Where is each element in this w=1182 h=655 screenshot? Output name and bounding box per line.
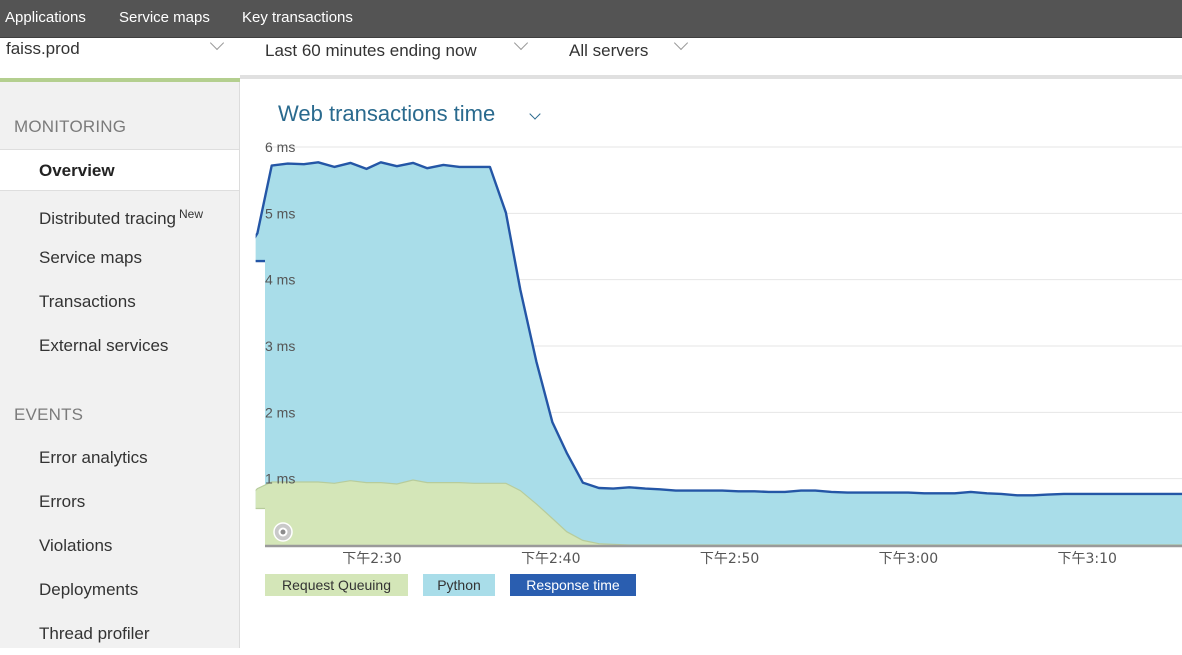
x-tick-label: 下午2:40 — [521, 551, 580, 567]
sidebar-item-errors[interactable]: Errors — [0, 481, 239, 523]
sidebar-item-transactions[interactable]: Transactions — [0, 281, 239, 323]
x-axis-ticks: 下午2:30 下午2:40 下午2:50 下午3:00 下午3:10 — [342, 551, 1117, 567]
legend-request-queuing[interactable]: Request Queuing — [265, 574, 408, 596]
x-tick-label: 下午3:10 — [1057, 551, 1116, 567]
sidebar-item-label: Distributed tracing — [39, 209, 177, 228]
python-area — [255, 162, 1182, 545]
legend-label: Python — [437, 577, 481, 593]
chart-lines — [255, 161, 1182, 548]
sidebar-item-deployments[interactable]: Deployments — [0, 569, 239, 611]
sidebar-item-distributed-tracing[interactable]: Distributed tracing New — [0, 193, 239, 235]
sidebar-item-thread-profiler[interactable]: Thread profiler — [0, 613, 239, 655]
sidebar-item-label: Errors — [39, 492, 86, 511]
sidebar-item-label: Thread profiler — [39, 624, 150, 643]
sidebar-item-label: Violations — [39, 536, 113, 555]
app-selector-label: faiss.prod — [6, 39, 80, 58]
sidebar-item-service-maps[interactable]: Service maps — [0, 237, 239, 279]
server-picker[interactable]: All servers — [569, 41, 648, 61]
chart-title[interactable]: Web transactions time — [278, 101, 496, 126]
sidebar-item-violations[interactable]: Violations — [0, 525, 239, 567]
filter-bar: Last 60 minutes ending now All servers — [240, 35, 1182, 79]
x-tick-label: 下午2:30 — [342, 551, 401, 567]
request-queuing-area — [255, 480, 1182, 545]
new-badge: New — [179, 207, 204, 221]
nav-applications[interactable]: Applications — [5, 9, 86, 26]
sidebar-item-label: Service maps — [39, 248, 142, 267]
y-axis-ticks: 1 ms 2 ms 3 ms 4 ms 5 ms 6 ms — [265, 139, 295, 487]
sidebar-item-overview[interactable]: Overview — [0, 149, 239, 191]
nav-key-transactions[interactable]: Key transactions — [242, 9, 353, 26]
chart-areas — [255, 162, 1182, 545]
eye-toggle-icon[interactable] — [273, 522, 293, 542]
y-tick-label: 2 ms — [265, 404, 295, 420]
x-tick-label: 下午3:00 — [879, 551, 938, 567]
server-picker-label: All servers — [569, 41, 649, 60]
response-time-line — [255, 161, 1182, 497]
y-tick-label: 5 ms — [265, 205, 295, 221]
y-tick-label: 1 ms — [265, 471, 295, 487]
sidebar-item-label: Deployments — [39, 580, 139, 599]
y-tick-label: 4 ms — [265, 272, 295, 288]
sidebar-item-label: External services — [39, 336, 169, 355]
legend-label: Response time — [526, 577, 620, 593]
legend-response-time[interactable]: Response time — [510, 574, 636, 596]
monitoring-heading: MONITORING — [14, 117, 127, 136]
legend-label: Request Queuing — [282, 577, 391, 593]
time-range-picker[interactable]: Last 60 minutes ending now — [265, 41, 477, 61]
sidebar-item-external-services[interactable]: External services — [0, 325, 239, 367]
y-tick-label: 3 ms — [265, 338, 295, 354]
sidebar: faiss.prod MONITORING Overview Distribut… — [0, 35, 240, 648]
sidebar-item-error-analytics[interactable]: Error analytics — [0, 437, 239, 479]
nav-service-maps[interactable]: Service maps — [119, 9, 210, 26]
x-tick-label: 下午2:50 — [700, 551, 759, 567]
y-tick-label: 6 ms — [265, 139, 295, 155]
app-selector[interactable]: faiss.prod — [0, 35, 240, 82]
sidebar-item-label: Overview — [39, 161, 115, 180]
time-range-label: Last 60 minutes ending now — [265, 41, 477, 60]
top-navigation: Applications Service maps Key transactio… — [0, 0, 1182, 38]
sidebar-item-label: Error analytics — [39, 448, 148, 467]
legend-python[interactable]: Python — [423, 574, 495, 596]
events-heading: EVENTS — [14, 405, 84, 424]
sidebar-item-label: Transactions — [39, 292, 136, 311]
